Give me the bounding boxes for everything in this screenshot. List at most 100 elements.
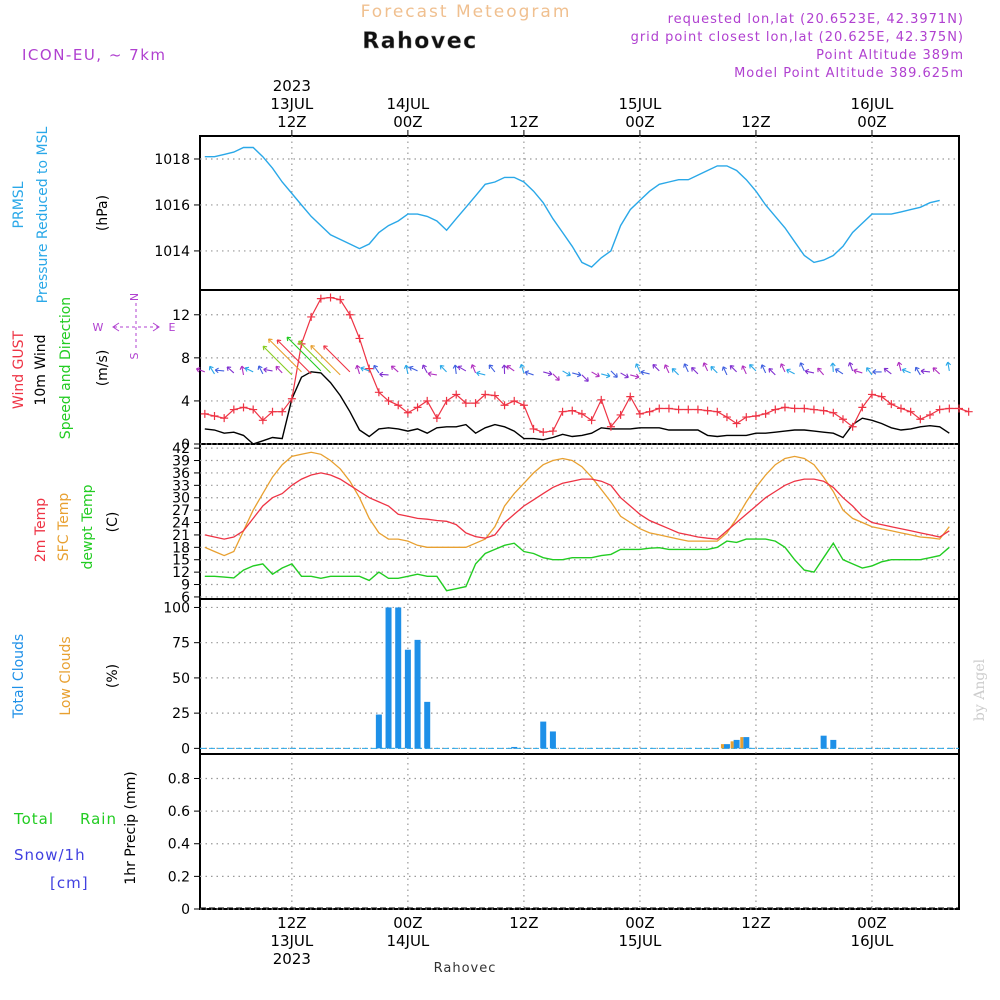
wind-direction-arrow <box>501 364 508 374</box>
precip-snow-label: Snow/1h <box>14 846 86 864</box>
precip-rain-label: Rain <box>80 810 117 828</box>
clouds-unit-label: (%) <box>105 664 121 688</box>
wind-direction-arrow <box>298 340 331 374</box>
wind-gust-point <box>674 405 683 414</box>
wind-gust-point <box>510 396 519 405</box>
temp-tick-label: 36 <box>172 466 190 482</box>
wind-direction-arrow <box>214 367 225 374</box>
time-label-bottom: 00Z <box>857 914 886 932</box>
wind-direction-arrow <box>226 366 235 374</box>
sfc-temp-series-line <box>204 451 950 557</box>
total-clouds-bar <box>830 739 837 749</box>
total-clouds-bar <box>511 746 518 749</box>
wind-gust-point <box>896 404 905 413</box>
temp-tick-label: 33 <box>172 478 190 494</box>
wind-direction-arrow <box>263 367 273 373</box>
wind-direction-arrow <box>470 364 477 374</box>
wind-gust-point <box>452 390 461 399</box>
point-altitude: Point Altitude 389m <box>816 48 964 63</box>
wind-gust-point <box>771 405 780 414</box>
wind-direction-arrow <box>741 365 747 375</box>
compass-south: S <box>128 352 141 359</box>
wind-gust-series-line <box>204 296 969 433</box>
wind-gust-point <box>307 312 316 321</box>
temp-panel-frame <box>199 443 960 600</box>
wind-gust-point <box>220 414 229 423</box>
grid-lines <box>194 136 959 910</box>
time-label-top: 00Z <box>625 113 654 131</box>
wind-direction-arrow <box>729 365 738 373</box>
wind-direction-arrow <box>310 345 341 376</box>
wind-direction-arrow <box>652 364 660 372</box>
precip-tick-label: 0.6 <box>168 804 190 820</box>
wind-gust-point <box>693 405 702 414</box>
time-label-top: 00Z <box>857 113 886 131</box>
temp-tick-label: 42 <box>172 441 190 457</box>
wind-gust-point <box>819 406 828 415</box>
wind-gust-point <box>278 407 287 416</box>
wind-direction-arrow <box>760 364 767 374</box>
wind-gust-point <box>916 415 925 424</box>
time-label-top: 12Z <box>277 113 306 131</box>
wind-gust-point <box>316 294 325 303</box>
wind-gust-point <box>490 391 499 400</box>
wind-gust-point <box>742 413 751 422</box>
wind-direction-arrow <box>543 370 553 377</box>
wind-gust-point <box>684 405 693 414</box>
wind-gust-point <box>964 407 973 416</box>
wind-direction-arrow <box>932 367 941 375</box>
wind-tick-label: 0 <box>181 437 190 453</box>
wind-direction-arrow <box>817 367 825 376</box>
temp-unit-label: (C) <box>105 512 121 533</box>
wind-direction-arrow <box>275 365 283 374</box>
wind-tick-label: 12 <box>172 308 190 324</box>
wind-gust-point <box>780 403 789 412</box>
wind-direction-arrow <box>591 371 600 378</box>
wind-direction-arrow <box>421 364 428 374</box>
temp-2m-label: 2m Temp <box>33 498 49 562</box>
time-label-top: 12Z <box>741 113 770 131</box>
clouds-tick-label: 25 <box>172 706 190 722</box>
pressure-tick-label: 1018 <box>154 152 190 168</box>
wind-gust-point <box>925 410 934 419</box>
total-clouds-bar <box>723 744 730 749</box>
credit: by Angel <box>972 658 988 721</box>
time-label-bottom: 16JUL <box>851 932 894 950</box>
wind-direction-arrow <box>355 364 361 375</box>
low-clouds-bar <box>740 737 744 749</box>
total-clouds-bar <box>549 731 556 749</box>
wind-gust-point <box>616 410 625 419</box>
pressure-series-line <box>204 146 940 268</box>
model-altitude: Model Point Altitude 389.625m <box>734 66 964 81</box>
wind-gust-point <box>374 388 383 397</box>
precip-tick-label: 0 <box>181 902 190 918</box>
time-label-top: 14JUL <box>386 95 429 113</box>
pressure-msl-label: Pressure Reduced to MSL <box>35 126 51 303</box>
temp-tick-label: 21 <box>172 528 190 544</box>
total-clouds-bar <box>733 739 740 749</box>
wind-gust-point <box>935 405 944 414</box>
wind-direction-arrow <box>847 362 854 372</box>
temp-tick-label: 30 <box>172 491 190 507</box>
wind-gust-point <box>945 404 954 413</box>
wind-gust-point <box>326 293 335 302</box>
wind-direction-arrow <box>768 368 776 376</box>
temp-tick-label: 24 <box>172 516 190 532</box>
time-label-top: 12Z <box>509 113 538 131</box>
wind-gust-point <box>906 407 915 416</box>
precip-tick-label: 0.2 <box>168 869 190 885</box>
wind-gust-point <box>606 422 615 431</box>
wind-direction-arrow <box>276 339 312 375</box>
temp-tick-label: 12 <box>172 565 190 581</box>
wind-direction-arrow <box>640 369 650 376</box>
total-clouds-bar <box>404 649 411 749</box>
prmsl-label: PRMSL <box>11 181 27 228</box>
wind-gust-point <box>751 412 760 420</box>
wind-gust-point <box>268 407 277 416</box>
wind-direction-arrow <box>920 368 931 375</box>
wind-direction-arrow <box>610 370 618 378</box>
wind-direction-arrow <box>799 362 805 372</box>
wind-gust-point <box>287 394 296 403</box>
wind-gust-point <box>761 409 770 418</box>
temp-tick-label: 6 <box>181 590 190 606</box>
